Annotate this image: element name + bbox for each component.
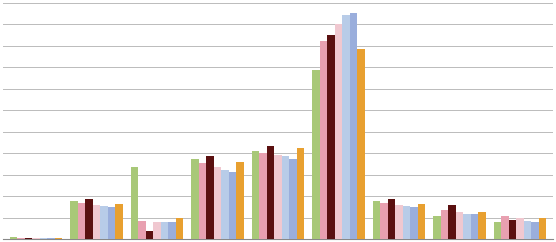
Bar (221, 170, 229, 239)
Bar (395, 205, 403, 239)
Bar (168, 222, 176, 239)
Bar (509, 220, 516, 239)
Bar (100, 206, 108, 239)
Bar (373, 201, 380, 239)
Bar (131, 167, 138, 239)
Bar (448, 205, 456, 239)
Bar (85, 199, 93, 239)
Bar (297, 148, 304, 239)
Bar (463, 214, 471, 239)
Bar (206, 157, 214, 239)
Bar (350, 13, 357, 239)
Bar (539, 218, 546, 239)
Bar (524, 221, 531, 239)
Bar (516, 218, 524, 239)
Bar (289, 159, 297, 239)
Bar (17, 238, 25, 239)
Bar (357, 49, 365, 239)
Bar (388, 199, 395, 239)
Bar (199, 163, 206, 239)
Bar (10, 237, 17, 239)
Bar (108, 207, 115, 239)
Bar (47, 238, 54, 239)
Bar (456, 212, 463, 239)
Bar (176, 218, 183, 239)
Bar (471, 214, 478, 239)
Bar (267, 146, 274, 239)
Bar (138, 221, 146, 239)
Bar (40, 238, 47, 239)
Bar (410, 207, 418, 239)
Bar (403, 206, 410, 239)
Bar (153, 222, 161, 239)
Bar (320, 41, 327, 239)
Bar (342, 15, 350, 239)
Bar (441, 210, 448, 239)
Bar (274, 155, 282, 239)
Bar (32, 238, 40, 239)
Bar (327, 35, 335, 239)
Bar (380, 203, 388, 239)
Bar (502, 216, 509, 239)
Bar (312, 70, 320, 239)
Bar (54, 238, 62, 239)
Bar (282, 157, 289, 239)
Bar (478, 212, 485, 239)
Bar (229, 172, 236, 239)
Bar (115, 204, 123, 239)
Bar (494, 222, 502, 239)
Bar (335, 24, 342, 239)
Bar (531, 222, 539, 239)
Bar (191, 159, 199, 239)
Bar (161, 222, 168, 239)
Bar (78, 203, 85, 239)
Bar (418, 204, 425, 239)
Bar (259, 153, 267, 239)
Bar (93, 205, 100, 239)
Bar (214, 167, 221, 239)
Bar (71, 201, 78, 239)
Bar (236, 161, 244, 239)
Bar (25, 238, 32, 239)
Bar (433, 216, 441, 239)
Bar (146, 231, 153, 239)
Bar (252, 151, 259, 239)
